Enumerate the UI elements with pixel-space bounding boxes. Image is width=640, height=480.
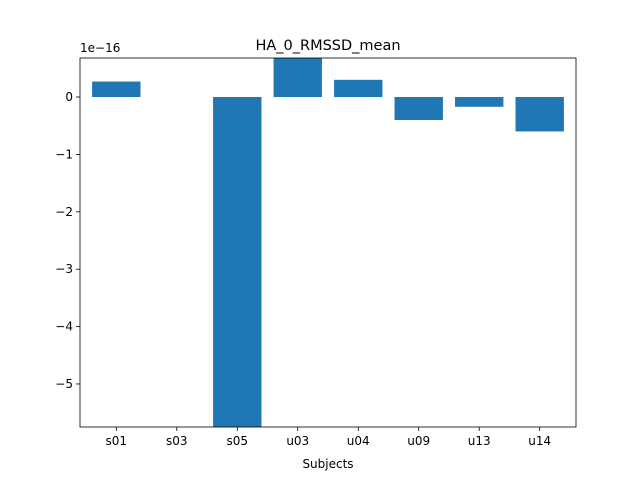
x-tick-label: s03	[166, 434, 188, 448]
bar-s05	[213, 97, 261, 427]
y-tick-label: −2	[55, 205, 73, 219]
bar-u03	[274, 58, 322, 97]
bar-s01	[92, 82, 140, 97]
bar-u04	[334, 80, 382, 97]
y-tick-label: −3	[55, 262, 73, 276]
x-tick-label: s05	[227, 434, 249, 448]
x-tick-label: u09	[407, 434, 430, 448]
x-tick-label: u14	[528, 434, 551, 448]
x-tick-label: u03	[286, 434, 309, 448]
x-tick-label: u04	[347, 434, 370, 448]
x-tick-label: u13	[468, 434, 491, 448]
x-axis-label: Subjects	[302, 457, 353, 471]
y-tick-label: −5	[55, 377, 73, 391]
x-tick-label: s01	[106, 434, 128, 448]
y-axis-offset-label: 1e−16	[80, 41, 120, 55]
bar-u09	[395, 97, 443, 120]
bar-u14	[516, 97, 564, 131]
chart-title: HA_0_RMSSD_mean	[255, 38, 400, 54]
bar-u13	[455, 97, 503, 107]
y-tick-label: 0	[65, 90, 73, 104]
y-tick-label: −1	[55, 147, 73, 161]
y-tick-label: −4	[55, 320, 73, 334]
